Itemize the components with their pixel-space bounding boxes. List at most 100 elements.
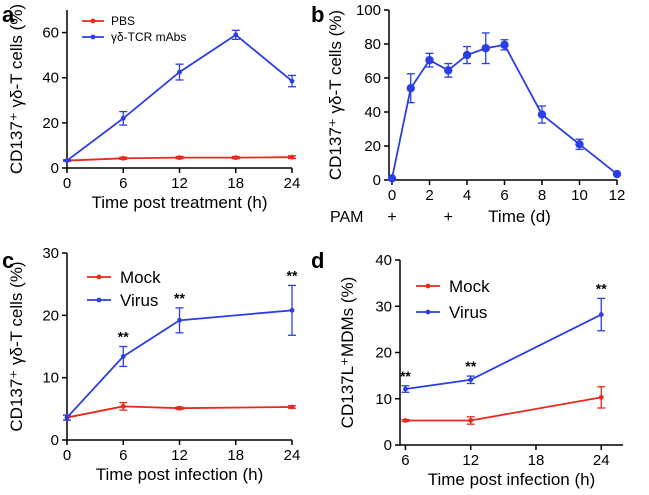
- significance-mark: **: [465, 358, 476, 374]
- x-tick-label: 24: [284, 175, 301, 192]
- y-tick-label: 10: [42, 370, 59, 387]
- panel-a: a 0 20 40 60 0 6 12 18 24 Time post treatment (h) C…: [2, 2, 300, 212]
- data-point: [468, 377, 474, 383]
- data-point: [289, 307, 295, 313]
- data-point: [500, 40, 509, 50]
- y-axis-title: CD137L⁺MDMs (%): [338, 277, 357, 429]
- panel-letter: c: [2, 248, 14, 273]
- data-point: [120, 115, 126, 121]
- legend-marker: [90, 34, 96, 40]
- x-axis-title: Time post infection (h): [428, 470, 596, 489]
- x-tick-label: 6: [500, 187, 508, 204]
- data-point: [177, 155, 182, 161]
- x-tick-label: 12: [171, 175, 188, 192]
- data-point: [387, 174, 397, 183]
- x-tick-label: 24: [284, 447, 301, 464]
- x-tick-label: 24: [593, 452, 610, 469]
- series-line: [66, 405, 293, 419]
- data-point: [537, 110, 547, 119]
- data-point: [462, 50, 472, 60]
- series-line: [66, 33, 293, 162]
- legend-label: γδ-TCR mAbs: [111, 30, 186, 44]
- y-tick-label: 30: [42, 245, 59, 262]
- x-tick-label: 10: [571, 187, 588, 204]
- panel-c: c 0 10 20 30 0 6 12 18 24 Time post infection (h) C…: [2, 245, 300, 484]
- x-tick-label: 8: [538, 187, 546, 204]
- data-point: [120, 155, 126, 161]
- y-tick-label: 60: [42, 25, 59, 42]
- y-tick-label: 0: [373, 172, 381, 189]
- series-line: [405, 313, 602, 390]
- data-point: [289, 404, 295, 410]
- x-tick-label: 18: [528, 452, 545, 469]
- data-point: [406, 84, 415, 93]
- x-tick-label: 0: [63, 447, 71, 464]
- x-tick-label: 12: [462, 452, 479, 469]
- legend-label: Virus: [449, 303, 487, 322]
- x-tick-label: 12: [171, 447, 188, 464]
- panel-letter: a: [2, 2, 15, 27]
- y-tick-label: 0: [51, 160, 59, 177]
- x-tick-label: 0: [63, 175, 71, 192]
- pam-plus-mark: +: [444, 209, 453, 226]
- data-point: [177, 405, 182, 411]
- data-point: [481, 44, 490, 53]
- data-point: [468, 418, 474, 423]
- significance-mark: **: [118, 329, 129, 345]
- x-axis-title: Time post treatment (h): [91, 193, 267, 212]
- pam-plus-mark: +: [387, 209, 396, 226]
- data-point: [289, 154, 295, 160]
- x-tick-label: 6: [119, 447, 127, 464]
- y-tick-label: 30: [375, 298, 392, 315]
- legend-marker: [96, 297, 102, 303]
- x-tick-label: 6: [119, 175, 127, 192]
- data-point: [233, 155, 239, 161]
- x-tick-label: 18: [227, 175, 244, 192]
- significance-mark: **: [174, 290, 185, 306]
- significance-mark: **: [596, 280, 607, 296]
- data-point: [64, 158, 70, 163]
- data-point: [403, 418, 408, 423]
- data-point: [425, 55, 434, 65]
- data-point: [177, 317, 182, 323]
- panel-letter: b: [311, 2, 324, 27]
- data-point: [575, 140, 584, 149]
- data-point: [444, 66, 453, 75]
- x-tick-label: 4: [463, 187, 471, 204]
- y-tick-label: 20: [42, 307, 59, 324]
- x-tick-label: 12: [609, 187, 626, 204]
- y-tick-label: 20: [375, 345, 392, 362]
- legend-marker: [96, 274, 102, 280]
- y-tick-label: 20: [42, 115, 59, 132]
- x-axis-title: Time post infection (h): [96, 465, 264, 484]
- pam-label: PAM: [330, 209, 363, 226]
- x-axis-title: Time (d): [488, 207, 551, 226]
- series-line: [391, 43, 618, 179]
- data-point: [598, 394, 604, 400]
- y-tick-label: 20: [364, 138, 381, 155]
- legend-label: Mock: [120, 268, 161, 287]
- y-tick-label: 60: [364, 70, 381, 87]
- x-tick-label: 6: [401, 452, 409, 469]
- y-tick-label: 0: [384, 437, 392, 454]
- y-axis-title: CD137⁺ γδ-T cells (%): [7, 261, 26, 431]
- data-point: [120, 354, 126, 359]
- legend-marker: [90, 18, 96, 24]
- panel-letter: d: [311, 248, 324, 273]
- data-point: [403, 386, 408, 392]
- y-tick-label: 40: [375, 252, 392, 269]
- data-point: [64, 415, 70, 420]
- data-point: [598, 312, 604, 317]
- x-tick-label: 18: [227, 447, 244, 464]
- significance-mark: **: [400, 368, 411, 384]
- y-tick-label: 10: [375, 391, 392, 408]
- y-tick-label: 40: [42, 70, 59, 87]
- series-line: [66, 309, 293, 419]
- legend-label: Virus: [120, 291, 158, 310]
- y-axis-title: CD137⁺ γδ-T cells (%): [326, 10, 345, 180]
- data-point: [120, 403, 126, 409]
- legend-label: Mock: [449, 277, 490, 296]
- y-tick-label: 100: [356, 2, 381, 19]
